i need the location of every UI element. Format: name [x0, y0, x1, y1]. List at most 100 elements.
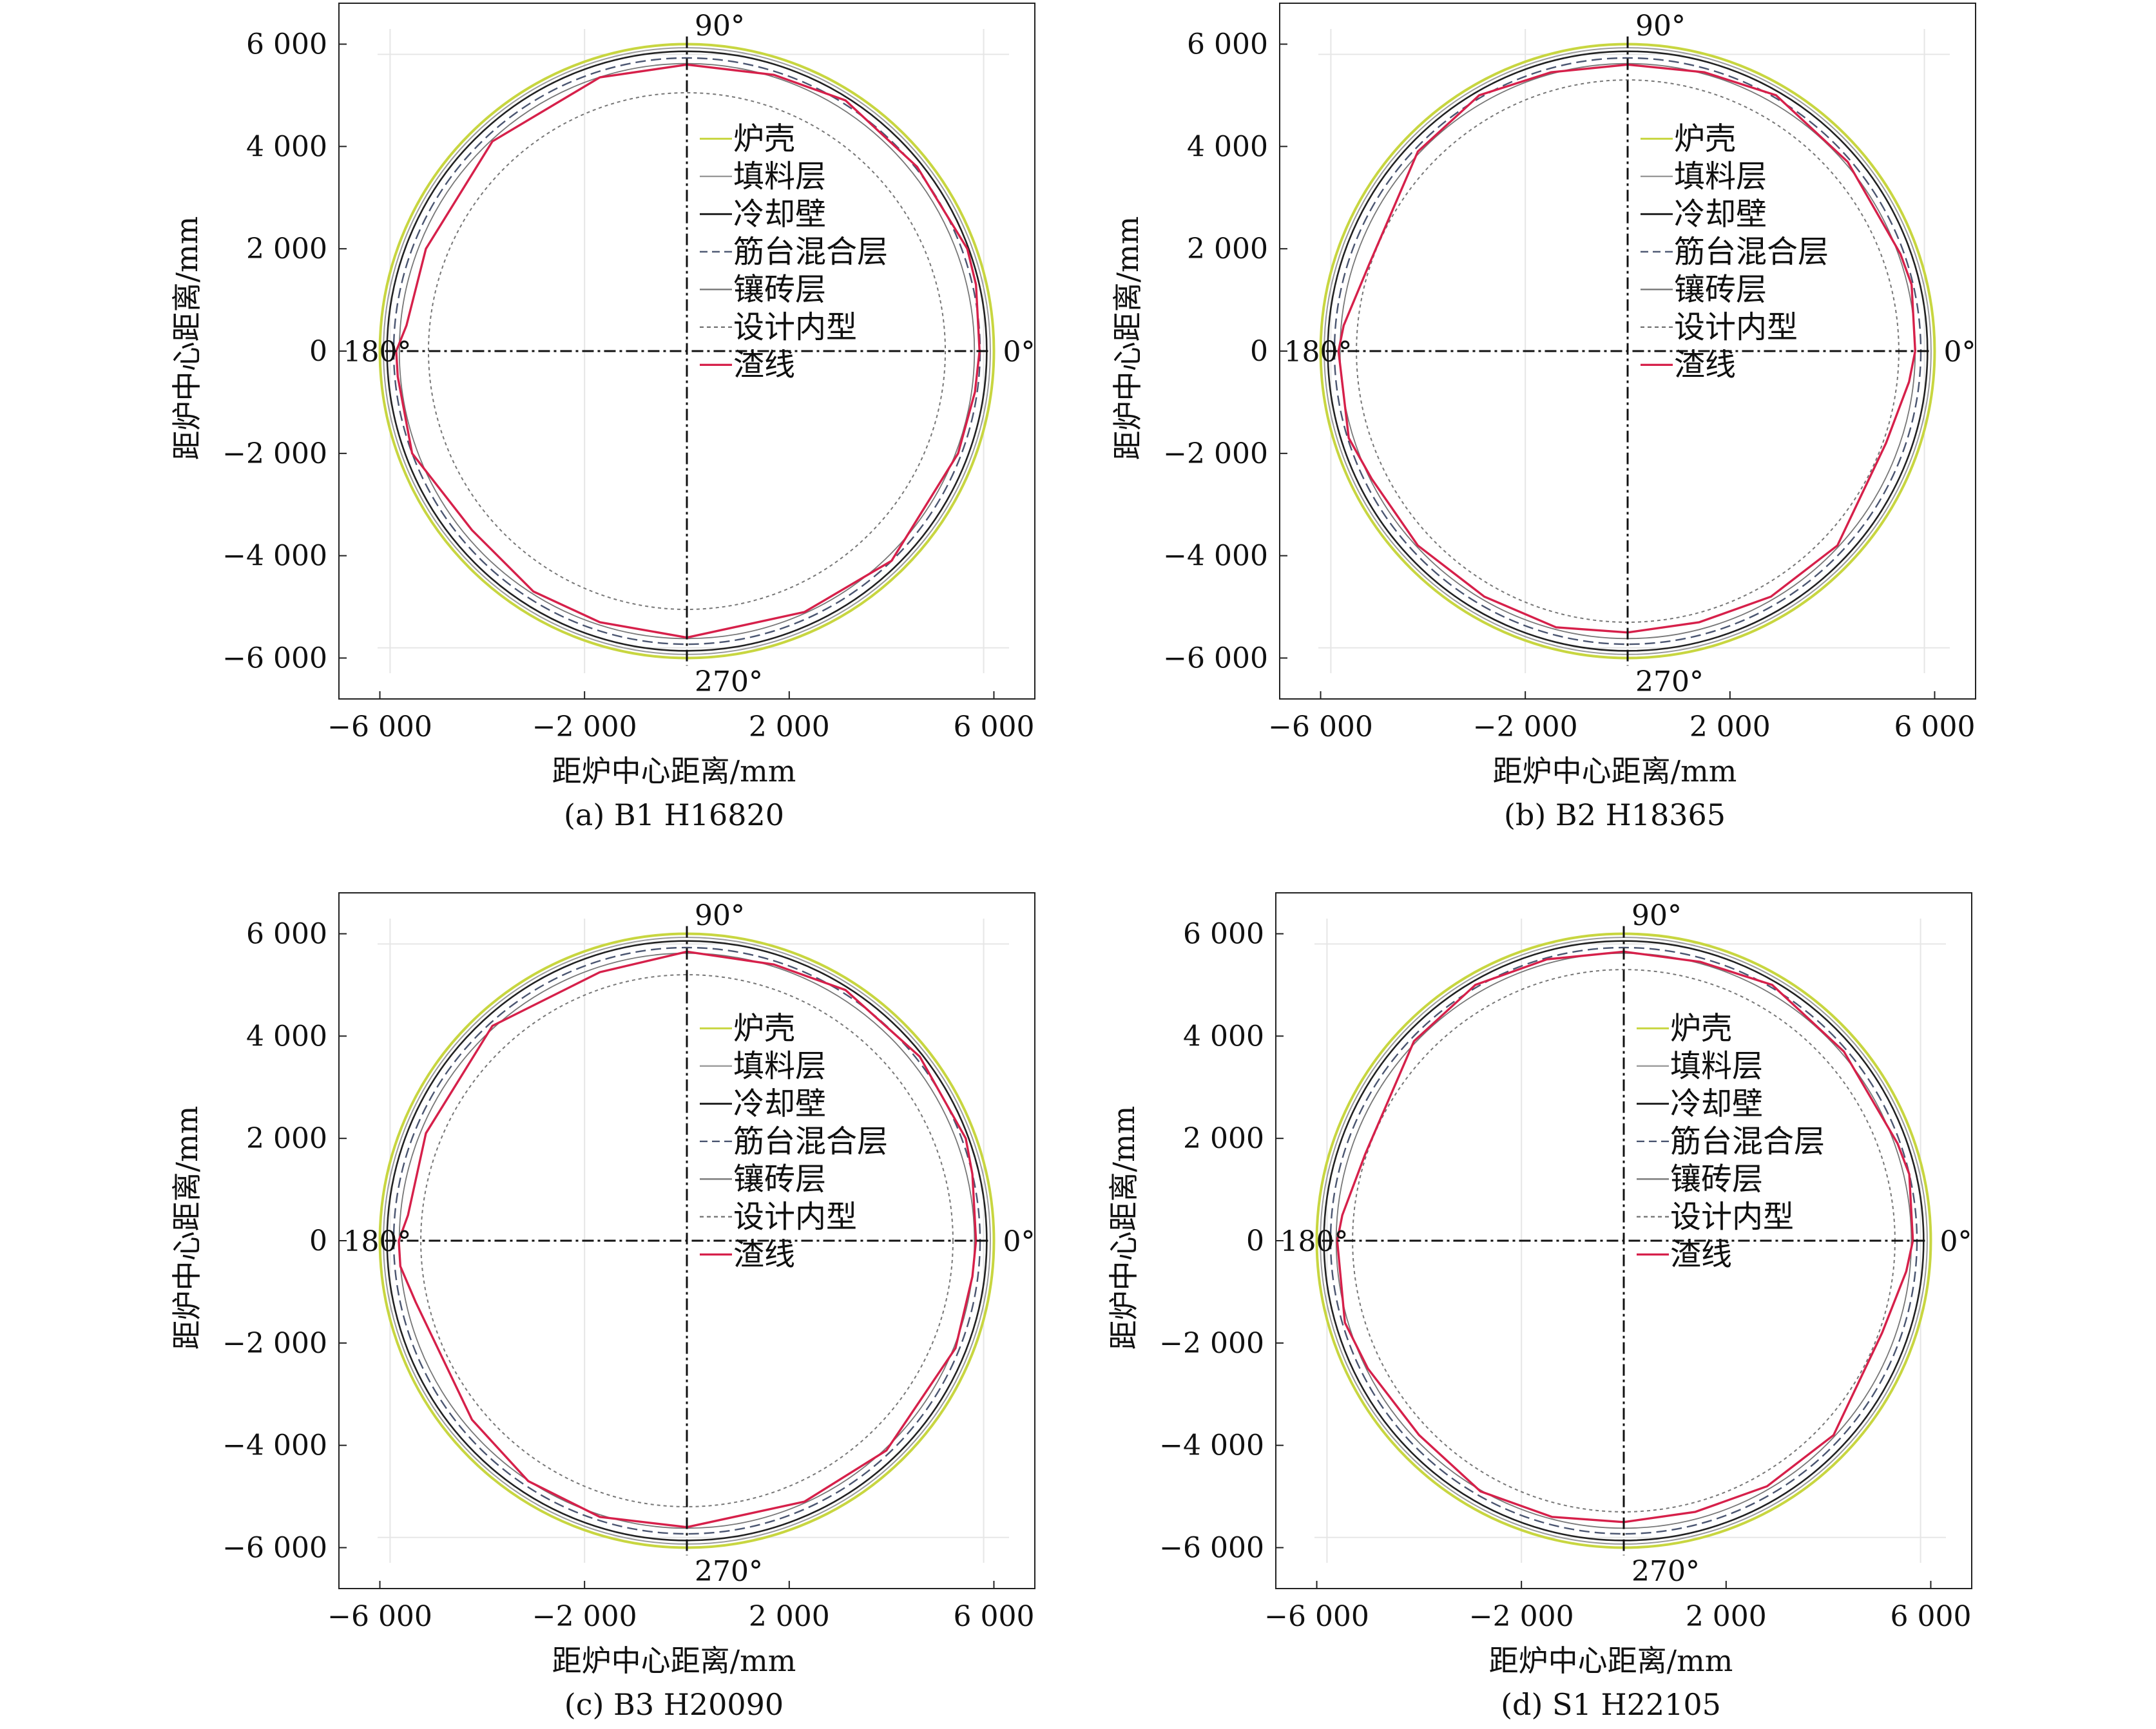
x-axis-label: 距炉中心距离/mm — [552, 1643, 796, 1678]
angle-label-270: 270° — [1635, 665, 1704, 698]
chart-panel-3: −6 000 −2 000 2 000 6 000 6 000 4 000 2 000 0 −2… — [169, 892, 1035, 1722]
y-tick-label: −4 000 — [222, 540, 327, 573]
y-axis-label: 距炉中心距离/mm — [1110, 216, 1145, 461]
x-tick-label: 6 000 — [1890, 1600, 1971, 1633]
legend-label: 炉壳 — [1674, 120, 1736, 157]
x-tick-label: 2 000 — [749, 1600, 830, 1633]
y-tick-label: 2 000 — [1183, 1122, 1264, 1155]
series-渣线 — [398, 950, 977, 1529]
angle-label-90: 90° — [695, 10, 745, 43]
x-tick-label: −6 000 — [327, 711, 432, 743]
angle-label-90: 90° — [695, 899, 745, 932]
series-设计内型 — [420, 974, 954, 1507]
angle-label-270: 270° — [1631, 1555, 1700, 1588]
legend-label: 镶砖层 — [1670, 1161, 1763, 1197]
legend-label: 设计内型 — [1674, 309, 1798, 345]
x-axis-label: 距炉中心距离/mm — [1493, 754, 1737, 788]
y-tick-label: −2 000 — [1159, 1327, 1264, 1360]
y-axis-label: 距炉中心距离/mm — [169, 216, 204, 461]
y-tick-label: 2 000 — [246, 233, 327, 265]
legend-label: 设计内型 — [733, 1199, 857, 1235]
x-tick-label: 6 000 — [953, 711, 1034, 743]
y-axis-label: 距炉中心距离/mm — [169, 1106, 204, 1350]
legend-label: 筋台混合层 — [1674, 234, 1829, 270]
legend-label: 筋台混合层 — [1670, 1123, 1825, 1160]
legend-label: 镶砖层 — [1674, 271, 1767, 307]
legend-label: 冷却壁 — [1674, 196, 1767, 232]
angle-label-0: 0° — [1003, 1225, 1035, 1258]
series-渣线 — [1337, 63, 1916, 634]
y-tick-label: −2 000 — [222, 437, 327, 470]
legend-label: 渣线 — [1670, 1236, 1732, 1272]
y-tick-label: −6 000 — [1163, 642, 1268, 674]
legend-label: 炉壳 — [733, 1010, 795, 1046]
y-tick-label: 2 000 — [246, 1122, 327, 1155]
panel-caption: (c) B3 H20090 — [564, 1687, 784, 1722]
y-tick-label: −2 000 — [222, 1327, 327, 1360]
y-tick-label: −2 000 — [1163, 437, 1268, 470]
legend-label: 筋台混合层 — [733, 234, 888, 270]
angle-label-90: 90° — [1631, 899, 1682, 932]
y-tick-label: 0 — [309, 335, 327, 368]
legend-label: 冷却壁 — [733, 196, 826, 232]
legend-label: 筋台混合层 — [733, 1123, 888, 1160]
panel-caption: (b) B2 H18365 — [1504, 798, 1726, 832]
angle-label-180: 180° — [343, 336, 412, 368]
angle-label-270: 270° — [695, 665, 763, 698]
legend-label: 渣线 — [733, 347, 795, 383]
x-tick-label: −6 000 — [1264, 1600, 1369, 1633]
x-tick-label: −2 000 — [1473, 711, 1578, 743]
angle-label-0: 0° — [1003, 336, 1035, 368]
chart-panel-1: −6 000 −2 000 2 000 6 000 6 000 4 000 2 000 0 −2… — [169, 3, 1035, 832]
x-tick-label: −2 000 — [532, 1600, 637, 1633]
y-tick-label: 6 000 — [1187, 28, 1268, 61]
x-tick-label: −2 000 — [532, 711, 637, 743]
angle-label-180: 180° — [1284, 336, 1352, 368]
x-axis-label: 距炉中心距离/mm — [552, 754, 796, 788]
legend-label: 设计内型 — [733, 309, 857, 345]
panel-caption: (a) B1 H16820 — [564, 798, 784, 832]
angle-label-180: 180° — [1280, 1225, 1349, 1258]
y-tick-label: −4 000 — [1163, 540, 1268, 573]
legend-label: 填料层 — [1670, 1048, 1763, 1084]
y-tick-label: 0 — [309, 1225, 327, 1257]
angle-label-270: 270° — [695, 1555, 763, 1588]
y-tick-label: 0 — [1246, 1225, 1264, 1257]
y-tick-label: 2 000 — [1187, 233, 1268, 265]
y-tick-label: −4 000 — [1159, 1429, 1264, 1462]
y-tick-label: −6 000 — [222, 642, 327, 674]
angle-label-0: 0° — [1943, 336, 1976, 368]
y-tick-label: 6 000 — [1183, 918, 1264, 951]
x-axis-label: 距炉中心距离/mm — [1489, 1643, 1733, 1678]
y-tick-label: 4 000 — [1187, 130, 1268, 163]
y-tick-label: −6 000 — [222, 1531, 327, 1564]
angle-label-90: 90° — [1635, 10, 1686, 43]
legend-label: 填料层 — [733, 158, 826, 195]
legend-label: 炉壳 — [733, 120, 795, 157]
legend-label: 填料层 — [733, 1048, 826, 1084]
chart-panel-2: −6 000 −2 000 2 000 6 000 6 000 4 000 2 000 0 −2… — [1110, 3, 1976, 832]
x-tick-label: −6 000 — [1268, 711, 1373, 743]
y-tick-label: −4 000 — [222, 1429, 327, 1462]
x-tick-label: −2 000 — [1469, 1600, 1574, 1633]
x-tick-label: 6 000 — [953, 1600, 1034, 1633]
y-tick-label: −6 000 — [1159, 1531, 1264, 1564]
y-tick-label: 6 000 — [246, 28, 327, 61]
legend-label: 设计内型 — [1670, 1199, 1794, 1235]
y-axis-label: 距炉中心距离/mm — [1106, 1106, 1141, 1350]
panel-caption: (d) S1 H22105 — [1501, 1687, 1721, 1722]
x-tick-label: 2 000 — [1689, 711, 1771, 743]
x-tick-label: 2 000 — [1686, 1600, 1767, 1633]
legend-label: 炉壳 — [1670, 1010, 1732, 1046]
angle-label-0: 0° — [1939, 1225, 1972, 1258]
chart-panel-4: −6 000 −2 000 2 000 6 000 6 000 4 000 2 000 0 −2… — [1106, 892, 1972, 1722]
y-tick-label: 4 000 — [246, 1020, 327, 1053]
series-设计内型 — [427, 91, 947, 611]
legend-label: 渣线 — [1674, 347, 1736, 383]
series-渣线 — [1336, 950, 1914, 1524]
legend-label: 镶砖层 — [733, 1161, 826, 1197]
y-tick-label: 0 — [1250, 335, 1268, 368]
legend-label: 冷却壁 — [1670, 1085, 1763, 1122]
